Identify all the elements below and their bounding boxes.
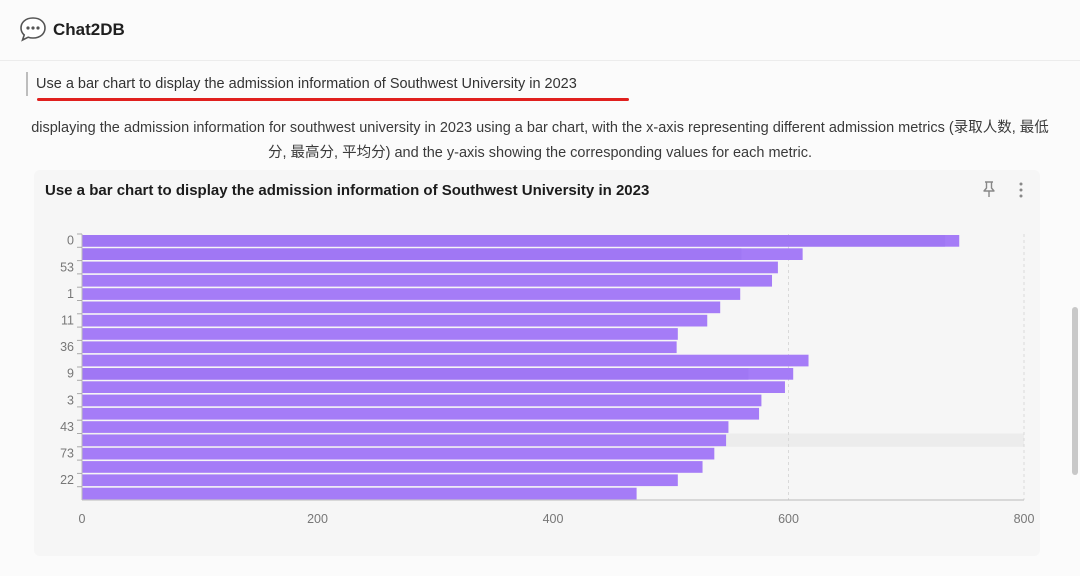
chart-card: Use a bar chart to display the admission…: [34, 170, 1040, 556]
y-tick-label: 3: [67, 393, 74, 407]
query-underline-annotation: [37, 98, 629, 101]
scrollbar[interactable]: [1070, 0, 1080, 576]
app-title: Chat2DB: [53, 20, 125, 39]
y-tick-label: 9: [67, 367, 74, 381]
bar: [82, 434, 727, 447]
bar: [82, 354, 809, 367]
x-tick-label: 800: [1014, 512, 1035, 526]
y-tick-label: 11: [61, 313, 74, 327]
bar: [82, 261, 778, 274]
bar: [82, 394, 762, 407]
pin-icon[interactable]: [981, 180, 997, 198]
app-header: Chat2DB: [0, 0, 1080, 61]
bar: [82, 274, 773, 287]
user-query: Use a bar chart to display the admission…: [26, 72, 577, 96]
assistant-description: displaying the admission information for…: [31, 120, 1049, 161]
scrollbar-thumb[interactable]: [1072, 307, 1078, 475]
bar: [82, 301, 721, 314]
x-tick-label: 0: [79, 512, 86, 526]
bar: [82, 407, 760, 420]
bar: [82, 447, 715, 460]
x-tick-label: 200: [307, 512, 328, 526]
bar: [82, 421, 729, 433]
chat-bubble-icon: [20, 17, 46, 42]
y-tick-label: 53: [60, 260, 74, 274]
bar: [82, 487, 637, 500]
bar: [82, 461, 703, 473]
bar: [82, 328, 678, 340]
chart-title: Use a bar chart to display the admission…: [45, 182, 650, 199]
y-tick-label: 43: [60, 420, 74, 434]
y-tick-label: 1: [67, 287, 74, 301]
bar: [82, 288, 741, 300]
bar-shade: [82, 235, 946, 247]
bar: [82, 314, 708, 327]
more-vertical-icon[interactable]: [1011, 180, 1031, 200]
bar: [82, 341, 677, 354]
bar-shade: [82, 368, 749, 380]
x-tick-label: 400: [543, 512, 564, 526]
x-tick-label: 600: [778, 512, 799, 526]
y-tick-label: 22: [60, 473, 74, 487]
y-tick-label: 0: [67, 234, 74, 248]
y-tick-label: 36: [60, 340, 74, 354]
bar-shade: [82, 248, 742, 260]
y-tick-label: 73: [60, 446, 74, 460]
bar: [82, 474, 678, 487]
bar: [82, 381, 785, 393]
